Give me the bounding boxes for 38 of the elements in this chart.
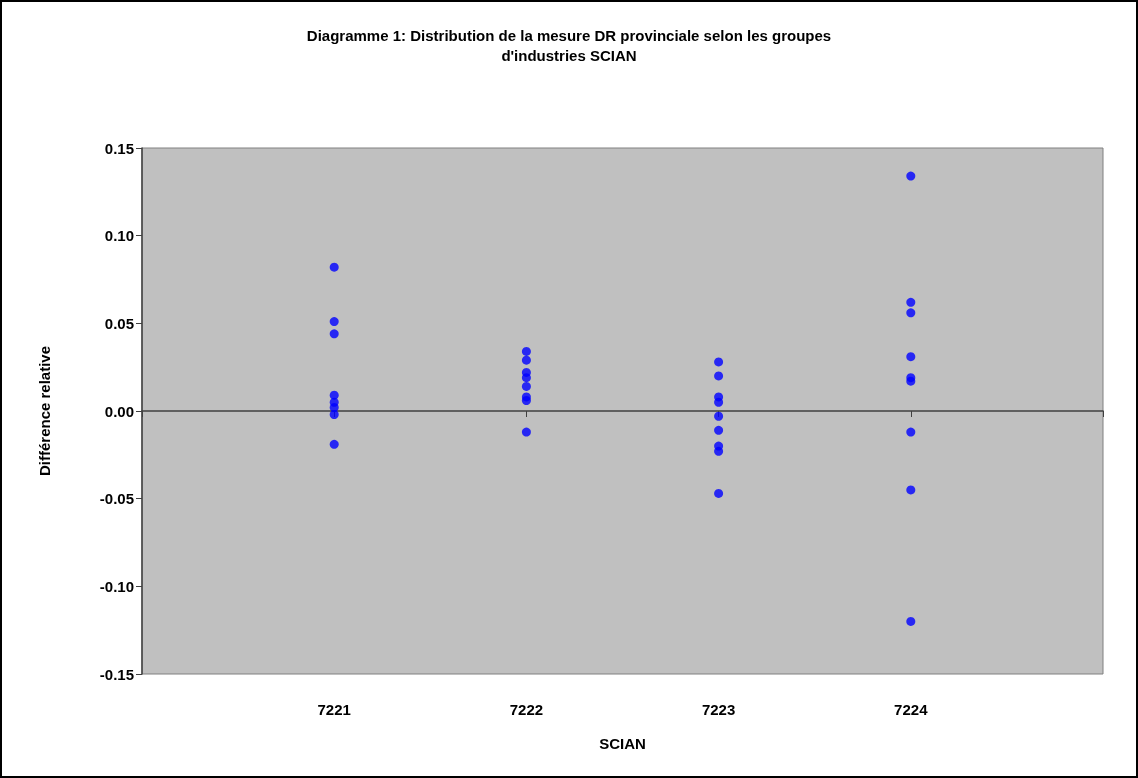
point: [714, 425, 724, 435]
point: [329, 262, 339, 272]
x-axis-title: SCIAN: [599, 735, 646, 752]
point: [521, 346, 531, 356]
point: [714, 446, 724, 456]
point: [906, 352, 916, 362]
y-tick-label: 0.10: [104, 227, 134, 245]
x-tick-label: 7221: [317, 701, 351, 718]
chart-title: Diagramme 1: Distribution de la mesure DR provinciale selon les groupes d'industries SCIAN: [306, 26, 832, 64]
y-axis-title: Différence relative: [36, 345, 53, 477]
point: [906, 427, 916, 437]
point: [521, 381, 531, 391]
point: [329, 410, 339, 419]
y-tick-label: -0.15: [99, 665, 134, 683]
point: [329, 317, 339, 327]
point: [714, 357, 724, 367]
point: [329, 439, 339, 449]
point: [906, 616, 916, 626]
point: [906, 297, 916, 307]
x-tick-label: 7224: [894, 701, 929, 718]
x-tick-label: 7222: [509, 701, 544, 718]
y-tick-label: 0.05: [104, 314, 134, 332]
point: [521, 373, 531, 383]
point: [521, 427, 531, 437]
point: [714, 488, 724, 498]
point: [906, 171, 916, 181]
y-tick-label: 0.00: [104, 402, 134, 420]
point: [714, 411, 724, 421]
point: [906, 485, 916, 495]
point: [329, 329, 339, 339]
point: [906, 308, 916, 318]
x-tick-label: 7223: [701, 701, 736, 718]
y-tick-label: -0.10: [99, 577, 134, 595]
point: [714, 371, 724, 381]
point: [714, 397, 724, 407]
y-tick-label: 0.15: [104, 139, 134, 157]
point: [521, 355, 531, 365]
y-tick-label: -0.05: [99, 490, 134, 508]
